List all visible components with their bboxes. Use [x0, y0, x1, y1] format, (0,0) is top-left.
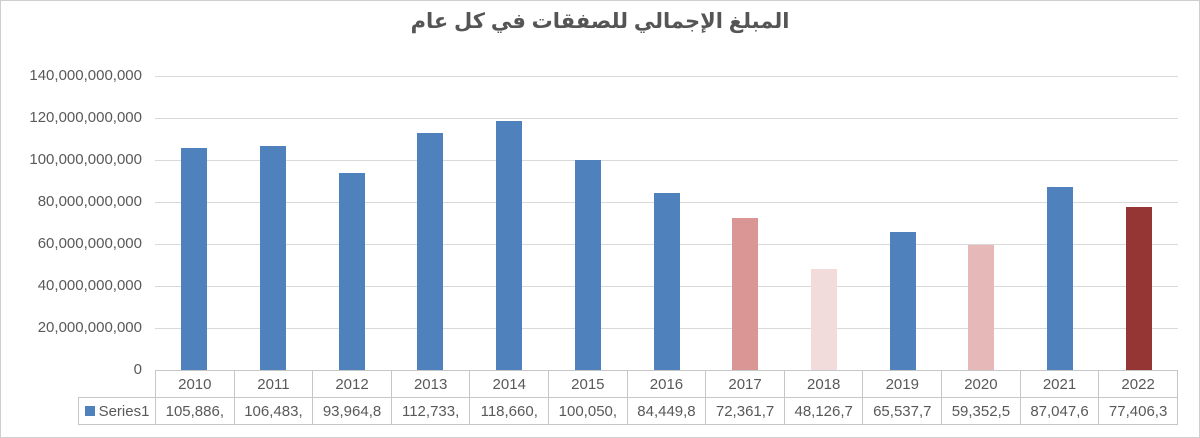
- bar-2014: [496, 121, 522, 370]
- value-cell-2017: 72,361,7: [706, 398, 785, 424]
- bar-2020: [968, 245, 994, 370]
- bar-2016: [654, 193, 680, 370]
- bar-2012: [339, 173, 365, 370]
- bar-2021: [1047, 187, 1073, 370]
- category-cell-2021: 2021: [1021, 371, 1100, 397]
- value-cell-2011: 106,483,: [235, 398, 314, 424]
- bar-2017: [732, 218, 758, 370]
- value-cell-2012: 93,964,8: [313, 398, 392, 424]
- category-cell-2022: 2022: [1121, 375, 1155, 393]
- category-cell-2018: 2018: [785, 371, 864, 397]
- bar-2018: [811, 269, 837, 370]
- value-cell-2016: 84,449,8: [628, 398, 707, 424]
- bar-2022: [1126, 207, 1152, 370]
- y-tick-label: 40,000,000,000: [37, 277, 142, 294]
- value-cell-2010: 105,886,: [156, 398, 235, 424]
- value-cell-2019: 65,537,7: [863, 398, 943, 424]
- category-cell-2012: 2012: [313, 371, 392, 397]
- category-cell-2011: 2011: [235, 371, 314, 397]
- category-cell-2019: 2019: [863, 371, 943, 397]
- value-cell-2018: 48,126,7: [785, 398, 864, 424]
- category-cell-2015: 2015: [549, 371, 628, 397]
- bar-2011: [260, 146, 286, 370]
- y-tick-label: 140,000,000,000: [29, 67, 142, 84]
- legend-key-cell: Series1: [79, 398, 156, 424]
- data-table-values-row: Series1 105,886, 106,483, 93,964,8 112,733, 1…: [78, 397, 1178, 425]
- gridline: [155, 76, 1178, 77]
- value-cell-2015: 100,050,: [549, 398, 628, 424]
- value-cell-2022: 77,406,3: [1108, 402, 1168, 420]
- value-cell-2014: 118,660,: [470, 398, 550, 424]
- value-cell-2013: 112,733,: [392, 398, 471, 424]
- category-cell-2014: 2014: [470, 371, 550, 397]
- legend-marker-icon: [84, 406, 95, 416]
- y-tick-label: 20,000,000,000: [37, 319, 142, 336]
- y-tick-label: 80,000,000,000: [37, 193, 142, 210]
- category-cell-2017: 2017: [706, 371, 785, 397]
- bar-2013: [417, 133, 443, 370]
- bar-2010: [181, 148, 207, 370]
- y-tick-label: 0: [133, 361, 142, 378]
- plot-area: [155, 76, 1178, 370]
- category-cell-2016: 2016: [628, 371, 707, 397]
- value-cell-2020: 59,352,5: [942, 398, 1021, 424]
- y-tick-label: 120,000,000,000: [29, 109, 142, 126]
- category-cell-2013: 2013: [392, 371, 471, 397]
- chart-title: المبلغ الإجمالي للصفقات في كل عام: [410, 10, 790, 33]
- bar-2019: [890, 232, 916, 370]
- gridline: [155, 160, 1178, 161]
- gridline: [155, 118, 1178, 119]
- value-cell-2021: 87,047,6: [1021, 398, 1100, 424]
- category-cell-2010: 2010: [156, 371, 235, 397]
- category-cell-2020: 2020: [942, 371, 1021, 397]
- y-tick-label: 60,000,000,000: [37, 235, 142, 252]
- bar-2015: [575, 160, 601, 370]
- legend-label: Series1: [98, 402, 150, 420]
- x-axis-category-row: 2010 2011 2012 2013 2014 2015 2016 2017 2018 2019…: [155, 370, 1178, 397]
- y-tick-label: 100,000,000,000: [29, 151, 142, 168]
